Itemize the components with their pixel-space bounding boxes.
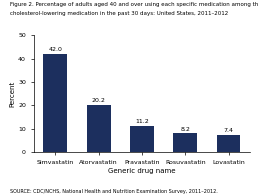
Text: Figure 2. Percentage of adults aged 40 and over using each specific medication a: Figure 2. Percentage of adults aged 40 a… (10, 2, 258, 7)
X-axis label: Generic drug name: Generic drug name (108, 168, 176, 174)
Text: 11.2: 11.2 (135, 120, 149, 124)
Bar (87, 105, 110, 152)
Bar (217, 135, 240, 152)
Bar (43, 54, 67, 152)
Text: cholesterol-lowering medication in the past 30 days: United States, 2011–2012: cholesterol-lowering medication in the p… (10, 11, 229, 16)
Y-axis label: Percent: Percent (9, 81, 15, 107)
Text: 7.4: 7.4 (223, 128, 233, 133)
Bar (173, 133, 197, 152)
Text: SOURCE: CDC/NCHS, National Health and Nutrition Examination Survey, 2011–2012.: SOURCE: CDC/NCHS, National Health and Nu… (10, 189, 218, 194)
Text: 42.0: 42.0 (48, 47, 62, 52)
Bar (130, 126, 154, 152)
Text: 8.2: 8.2 (180, 127, 190, 131)
Text: 20.2: 20.2 (92, 98, 106, 103)
